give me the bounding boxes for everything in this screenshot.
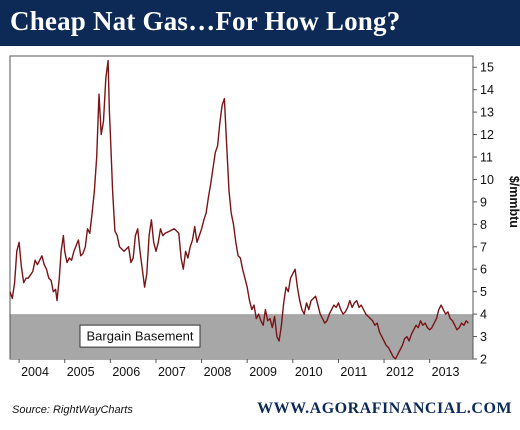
y-tick-label: 9: [480, 195, 487, 209]
x-tick-label: 2004: [21, 365, 49, 379]
x-tick-label: 2007: [158, 365, 186, 379]
nat-gas-price-chart: 2 3 4 5 6 7 8 9 10 11 12 13 14 15 $/mmbtu 2004 2005 2006…: [9, 55, 520, 379]
chart-area: 2 3 4 5 6 7 8 9 10 11 12 13 14 15 $/mmbtu 2004 2005 2006…: [0, 46, 520, 390]
x-tick-label: 2012: [386, 365, 414, 379]
x-tick-label: 2010: [295, 365, 323, 379]
title-bar: Cheap Nat Gas…For How Long?: [0, 0, 520, 46]
y-tick-label: 15: [480, 61, 494, 75]
y-tick-label: 10: [480, 173, 494, 187]
y-tick-label: 8: [480, 218, 487, 232]
y-tick-label: 12: [480, 128, 494, 142]
y-tick-label: 5: [480, 285, 487, 299]
chart-title: Cheap Nat Gas…For How Long?: [10, 6, 401, 36]
y-tick-label: 13: [480, 106, 494, 120]
price-series-line: [9, 59, 469, 360]
source-note: Source: RightWayCharts: [12, 404, 133, 416]
y-tick-label: 11: [480, 151, 493, 165]
plot-frame: [9, 55, 474, 360]
x-tick-label: 2008: [204, 365, 232, 379]
x-tick-label: 2009: [249, 365, 277, 379]
y-tick-label: 3: [480, 330, 487, 344]
y-tick-label: 4: [480, 308, 487, 322]
x-tick-label: 2013: [432, 365, 460, 379]
x-tick-label: 2006: [112, 365, 140, 379]
y-tick-label: 6: [480, 263, 487, 277]
x-tick-label: 2011: [340, 365, 367, 379]
bargain-basement-label-box: [79, 324, 201, 348]
website-credit: WWW.AGORAFINANCIAL.COM: [257, 400, 512, 417]
y-tick-label: 2: [480, 353, 487, 367]
bargain-basement-label: Bargain Basement: [87, 329, 194, 344]
x-tick-label: 2005: [67, 365, 95, 379]
y-tick-label: 7: [480, 240, 487, 254]
y-axis-title: $/mmbtu: [507, 176, 520, 228]
y-tick-label: 14: [480, 83, 494, 97]
